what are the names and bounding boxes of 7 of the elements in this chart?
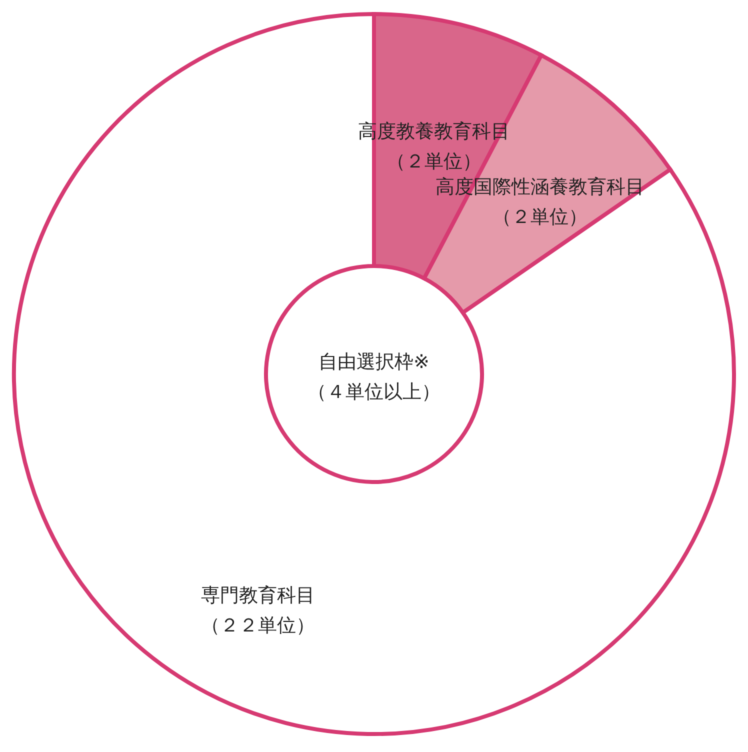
data-label: （２２単位） [200,614,315,636]
slice-label: 高度国際性涵養教育科目 [435,176,644,198]
data-label: （２単位） [492,206,588,228]
donut-slice [12,12,736,736]
text: 自由選択枠※ （４単位以上） [308,351,440,403]
slice-label: 専門教育科目 [200,584,315,606]
data-label: （２単位） [386,150,482,172]
